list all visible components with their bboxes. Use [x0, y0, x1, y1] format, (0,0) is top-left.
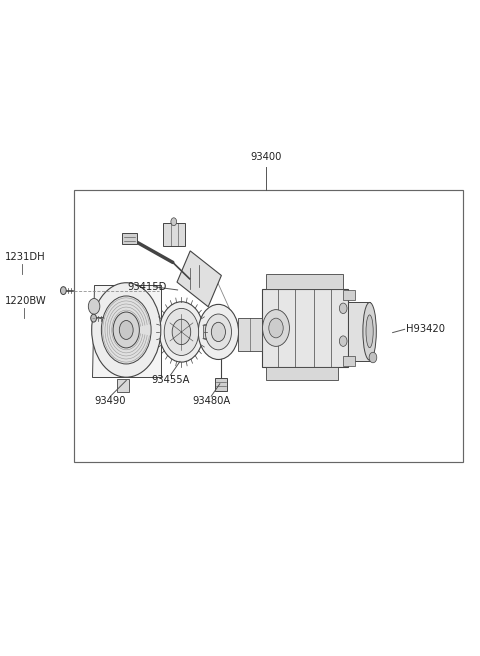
Circle shape: [91, 314, 96, 322]
Polygon shape: [343, 290, 355, 300]
Circle shape: [369, 352, 377, 363]
Circle shape: [198, 304, 239, 359]
Text: 93490: 93490: [95, 396, 126, 406]
Polygon shape: [266, 367, 338, 380]
Circle shape: [205, 314, 231, 350]
Polygon shape: [343, 356, 355, 366]
Text: H93420: H93420: [406, 324, 444, 335]
Bar: [74, 190, 463, 462]
Circle shape: [171, 218, 177, 226]
Polygon shape: [262, 289, 348, 367]
Circle shape: [92, 283, 161, 377]
Polygon shape: [238, 318, 262, 351]
Ellipse shape: [366, 315, 373, 348]
Text: 93415D: 93415D: [127, 281, 167, 292]
Polygon shape: [122, 233, 137, 244]
Circle shape: [339, 336, 347, 346]
Circle shape: [88, 298, 100, 314]
Text: 93480A: 93480A: [192, 396, 230, 406]
Circle shape: [60, 287, 66, 295]
Polygon shape: [163, 223, 185, 246]
Polygon shape: [177, 251, 221, 307]
Text: 93400: 93400: [251, 152, 282, 162]
Polygon shape: [92, 285, 161, 377]
Circle shape: [211, 322, 226, 342]
Circle shape: [120, 321, 133, 339]
Polygon shape: [348, 302, 370, 361]
Circle shape: [172, 319, 191, 344]
Circle shape: [263, 310, 289, 346]
Polygon shape: [266, 274, 343, 289]
Bar: [203, 325, 211, 338]
Polygon shape: [215, 378, 227, 391]
Text: 93455A: 93455A: [151, 375, 190, 385]
Text: 1220BW: 1220BW: [5, 297, 47, 306]
Circle shape: [164, 308, 199, 356]
Ellipse shape: [363, 302, 376, 360]
Circle shape: [113, 312, 139, 348]
Circle shape: [101, 296, 151, 364]
Circle shape: [339, 303, 347, 314]
Text: 1231DH: 1231DH: [5, 253, 46, 262]
Polygon shape: [117, 379, 129, 392]
Circle shape: [159, 302, 204, 362]
Circle shape: [269, 318, 283, 338]
